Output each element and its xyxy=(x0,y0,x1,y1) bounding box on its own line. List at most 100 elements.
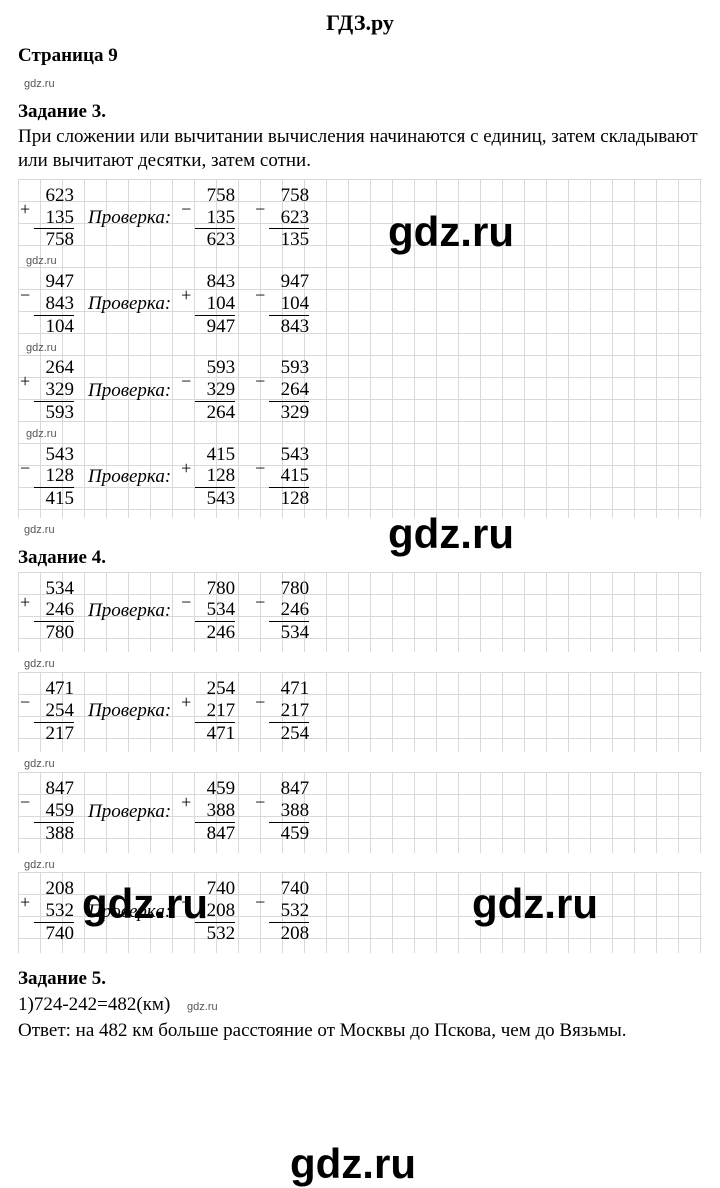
calc-row: + 208 532 740 Проверка: − 740 208 532 − … xyxy=(20,878,700,945)
page-content: Страница 9 gdz.ru Задание 3. При сложени… xyxy=(0,44,720,1064)
op-sign: + xyxy=(20,892,30,913)
column-calc: − 593 264 329 xyxy=(255,357,309,424)
op-sign: − xyxy=(255,458,265,479)
watermark-big: gdz.ru xyxy=(290,1140,416,1188)
operand-a: 843 xyxy=(195,271,235,293)
column-calc: + 264 329 593 xyxy=(20,357,74,424)
check-label: Проверка: xyxy=(88,292,171,316)
column-calc: − 471 254 217 xyxy=(20,678,74,745)
column-calc: + 415 128 543 xyxy=(181,444,235,511)
operand-b: 388 xyxy=(269,800,309,823)
operand-b: 135 xyxy=(195,207,235,230)
task5-calc: 1)724-242=482(км) gdz.ru xyxy=(18,993,702,1017)
op-sign: − xyxy=(255,692,265,713)
op-sign: − xyxy=(20,692,30,713)
check-label: Проверка: xyxy=(88,599,171,623)
result: 135 xyxy=(269,229,309,251)
op-sign: − xyxy=(255,285,265,306)
column-calc: − 471 217 254 xyxy=(255,678,309,745)
watermark-small: gdz.ru xyxy=(26,342,700,356)
result: 217 xyxy=(34,723,74,745)
operand-b: 534 xyxy=(195,599,235,622)
operand-b: 246 xyxy=(269,599,309,622)
operand-b: 208 xyxy=(195,900,235,923)
check-label: Проверка: xyxy=(88,465,171,489)
task3-grid: + 623 135 758 Проверка: − 758 135 623 − … xyxy=(18,179,702,518)
result: 593 xyxy=(34,402,74,424)
operand-a: 254 xyxy=(195,678,235,700)
op-sign: − xyxy=(181,592,191,613)
operand-b: 104 xyxy=(269,293,309,316)
column-calc: − 947 104 843 xyxy=(255,271,309,338)
op-sign: + xyxy=(20,592,30,613)
operand-a: 623 xyxy=(34,185,74,207)
watermark-small: gdz.ru xyxy=(24,758,702,772)
operand-b: 246 xyxy=(34,599,74,622)
result: 534 xyxy=(269,622,309,644)
operand-b: 329 xyxy=(195,379,235,402)
result: 532 xyxy=(195,923,235,945)
result: 947 xyxy=(195,316,235,338)
result: 847 xyxy=(195,823,235,845)
watermark-small: gdz.ru xyxy=(24,524,702,538)
column-calc: + 534 246 780 xyxy=(20,578,74,645)
operand-a: 534 xyxy=(34,578,74,600)
column-calc: − 740 532 208 xyxy=(255,878,309,945)
operand-b: 459 xyxy=(34,800,74,823)
operand-b: 135 xyxy=(34,207,74,230)
operand-b: 843 xyxy=(34,293,74,316)
operand-a: 415 xyxy=(195,444,235,466)
calc-row: − 847 459 388 Проверка: + 459 388 847 − … xyxy=(20,778,700,845)
column-calc: + 459 388 847 xyxy=(181,778,235,845)
operand-a: 847 xyxy=(34,778,74,800)
operand-b: 217 xyxy=(269,700,309,723)
calc-row: + 623 135 758 Проверка: − 758 135 623 − … xyxy=(20,185,700,252)
operand-a: 947 xyxy=(269,271,309,293)
calc-grid: + 534 246 780 Проверка: − 780 534 246 − … xyxy=(18,572,702,653)
column-calc: + 208 532 740 xyxy=(20,878,74,945)
operand-a: 471 xyxy=(269,678,309,700)
result: 264 xyxy=(195,402,235,424)
operand-a: 471 xyxy=(34,678,74,700)
calc-grid: + 208 532 740 Проверка: − 740 208 532 − … xyxy=(18,872,702,953)
operand-b: 532 xyxy=(34,900,74,923)
result: 104 xyxy=(34,316,74,338)
watermark-small: gdz.ru xyxy=(24,78,702,92)
operand-a: 758 xyxy=(269,185,309,207)
task5-calc-text: 1)724-242=482(км) xyxy=(18,994,170,1015)
column-calc: − 780 246 534 xyxy=(255,578,309,645)
result: 471 xyxy=(195,723,235,745)
result: 780 xyxy=(34,622,74,644)
page-label: Страница 9 xyxy=(18,44,702,68)
operand-a: 543 xyxy=(34,444,74,466)
operand-b: 532 xyxy=(269,900,309,923)
result: 758 xyxy=(34,229,74,251)
operand-b: 329 xyxy=(34,379,74,402)
operand-a: 740 xyxy=(195,878,235,900)
operand-a: 543 xyxy=(269,444,309,466)
op-sign: − xyxy=(255,792,265,813)
operand-b: 388 xyxy=(195,800,235,823)
calc-row: − 543 128 415 Проверка: + 415 128 543 − … xyxy=(20,444,700,511)
op-sign: + xyxy=(181,692,191,713)
task3-intro: При сложении или вычитании вычисления на… xyxy=(18,125,702,173)
watermark-small: gdz.ru xyxy=(24,658,702,672)
column-calc: − 740 208 532 xyxy=(181,878,235,945)
result: 623 xyxy=(195,229,235,251)
check-label: Проверка: xyxy=(88,206,171,230)
operand-b: 217 xyxy=(195,700,235,723)
operand-a: 208 xyxy=(34,878,74,900)
check-label: Проверка: xyxy=(88,800,171,824)
operand-a: 740 xyxy=(269,878,309,900)
task4-block: + 534 246 780 Проверка: − 780 534 246 − … xyxy=(18,572,702,953)
result: 415 xyxy=(34,488,74,510)
op-sign: − xyxy=(20,285,30,306)
watermark-small: gdz.ru xyxy=(24,859,702,873)
column-calc: + 623 135 758 xyxy=(20,185,74,252)
column-calc: − 543 128 415 xyxy=(20,444,74,511)
operand-b: 128 xyxy=(34,465,74,488)
result: 128 xyxy=(269,488,309,510)
operand-a: 593 xyxy=(195,357,235,379)
column-calc: − 758 623 135 xyxy=(255,185,309,252)
task4-title: Задание 4. xyxy=(18,546,702,570)
